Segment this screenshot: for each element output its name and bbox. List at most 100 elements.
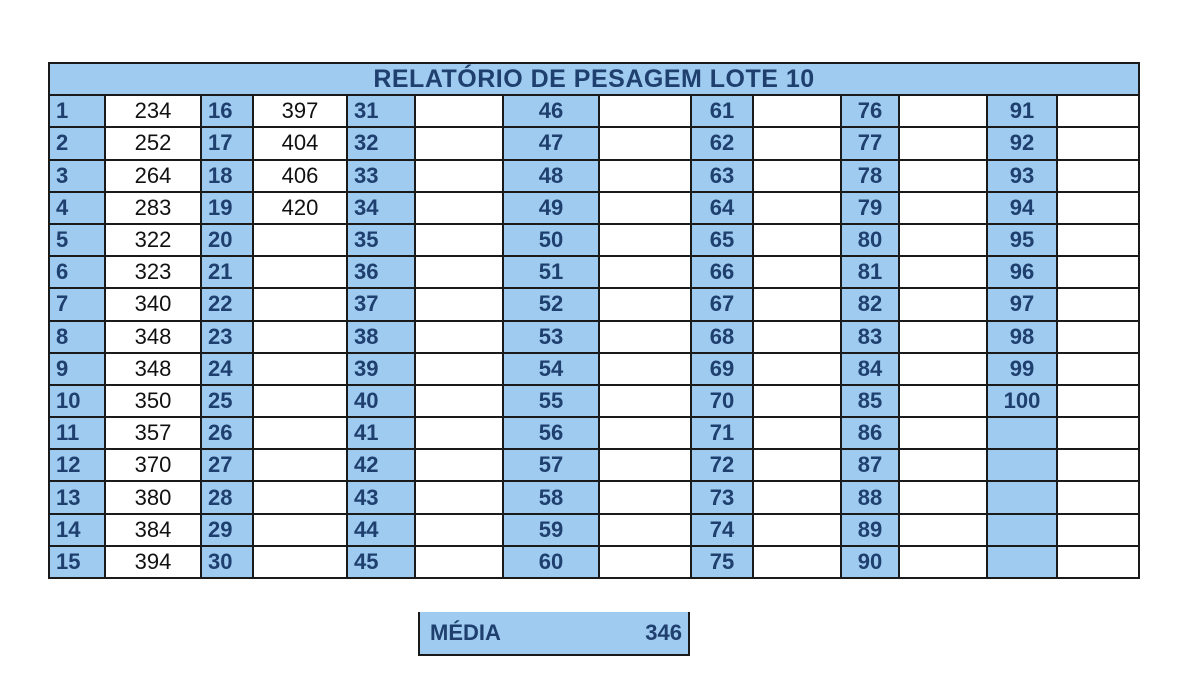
animal-number-cell: 35 [346, 222, 416, 258]
weight-cell [752, 126, 842, 161]
weight-cell: 370 [104, 448, 202, 483]
weight-cell [252, 383, 348, 419]
weight-cell [252, 287, 348, 322]
weight-cell [414, 255, 504, 290]
animal-number-cell: 81 [840, 255, 900, 290]
weight-cell [752, 351, 842, 386]
weight-cell: 397 [252, 94, 348, 129]
animal-number-cell: 21 [200, 255, 254, 290]
average-box: MÉDIA 346 [418, 612, 690, 656]
weight-cell: 406 [252, 158, 348, 193]
animal-number-cell: 20 [200, 222, 254, 258]
animal-number-cell: 78 [840, 158, 900, 193]
animal-number-cell: 65 [690, 222, 754, 258]
weight-cell: 322 [104, 222, 202, 258]
weight-cell [752, 158, 842, 193]
animal-number-cell: 17 [200, 126, 254, 161]
animal-number-cell: 88 [840, 480, 900, 515]
animal-number-cell: 93 [986, 158, 1058, 193]
weight-cell [252, 255, 348, 290]
animal-number-cell: 16 [200, 94, 254, 129]
table-row: 15 394 30 45 60 75 90 [48, 544, 1140, 580]
weight-cell [598, 383, 692, 419]
weight-cell [252, 480, 348, 515]
weight-cell [598, 448, 692, 483]
animal-number-cell: 19 [200, 190, 254, 225]
weight-cell [898, 222, 988, 258]
animal-number-cell: 62 [690, 126, 754, 161]
weight-cell [898, 383, 988, 419]
animal-number-cell: 44 [346, 512, 416, 547]
animal-number-cell: 99 [986, 351, 1058, 386]
weight-cell [1056, 480, 1140, 515]
animal-number-cell: 63 [690, 158, 754, 193]
table-row: 5 322 20 35 50 65 80 95 [48, 222, 1140, 258]
table-row: 4 283 19 420 34 49 64 79 94 [48, 190, 1140, 225]
animal-number-cell: 85 [840, 383, 900, 419]
animal-number-cell: 42 [346, 448, 416, 483]
animal-number-cell: 11 [48, 416, 106, 451]
animal-number-cell: 12 [48, 448, 106, 483]
animal-number-cell: 75 [690, 544, 754, 580]
animal-number-cell: 79 [840, 190, 900, 225]
animal-number-cell: 59 [502, 512, 600, 547]
weight-cell [414, 126, 504, 161]
weight-cell [414, 94, 504, 129]
table-row: 3 264 18 406 33 48 63 78 93 [48, 158, 1140, 193]
table-row: 11 357 26 41 56 71 86 [48, 416, 1140, 451]
weight-cell [898, 351, 988, 386]
weight-cell [414, 158, 504, 193]
weight-cell [414, 383, 504, 419]
weight-cell [898, 480, 988, 515]
animal-number-cell: 71 [690, 416, 754, 451]
weight-cell [898, 544, 988, 580]
table-row: 8 348 23 38 53 68 83 98 [48, 319, 1140, 354]
animal-number-cell: 97 [986, 287, 1058, 322]
animal-number-cell: 28 [200, 480, 254, 515]
animal-number-cell: 87 [840, 448, 900, 483]
table-row: 13 380 28 43 58 73 88 [48, 480, 1140, 515]
weight-cell [252, 448, 348, 483]
empty-number-cell [986, 512, 1058, 547]
weight-cell: 404 [252, 126, 348, 161]
animal-number-cell: 5 [48, 222, 106, 258]
animal-number-cell: 90 [840, 544, 900, 580]
weight-cell [252, 351, 348, 386]
weight-cell [898, 416, 988, 451]
animal-number-cell: 64 [690, 190, 754, 225]
weight-cell [752, 94, 842, 129]
animal-number-cell: 67 [690, 287, 754, 322]
weight-cell [1056, 319, 1140, 354]
animal-number-cell: 55 [502, 383, 600, 419]
empty-number-cell [986, 480, 1058, 515]
weight-cell [252, 544, 348, 580]
animal-number-cell: 18 [200, 158, 254, 193]
weight-cell: 384 [104, 512, 202, 547]
animal-number-cell: 29 [200, 512, 254, 547]
animal-number-cell: 40 [346, 383, 416, 419]
table-row: 1 234 16 397 31 46 61 76 91 [48, 94, 1140, 129]
weight-cell: 420 [252, 190, 348, 225]
animal-number-cell: 77 [840, 126, 900, 161]
weight-cell [1056, 94, 1140, 129]
weight-cell [752, 416, 842, 451]
animal-number-cell: 68 [690, 319, 754, 354]
weight-cell [1056, 416, 1140, 451]
animal-number-cell: 54 [502, 351, 600, 386]
animal-number-cell: 13 [48, 480, 106, 515]
weight-cell: 348 [104, 351, 202, 386]
weight-cell [898, 287, 988, 322]
weight-cell [414, 512, 504, 547]
weight-cell [898, 319, 988, 354]
average-value: 346 [645, 620, 682, 645]
animal-number-cell: 26 [200, 416, 254, 451]
weight-cell [752, 480, 842, 515]
animal-number-cell: 23 [200, 319, 254, 354]
animal-number-cell: 76 [840, 94, 900, 129]
weight-cell [1056, 222, 1140, 258]
animal-number-cell: 48 [502, 158, 600, 193]
weight-cell [252, 416, 348, 451]
animal-number-cell: 51 [502, 255, 600, 290]
weight-cell [898, 126, 988, 161]
table-row: 14 384 29 44 59 74 89 [48, 512, 1140, 547]
